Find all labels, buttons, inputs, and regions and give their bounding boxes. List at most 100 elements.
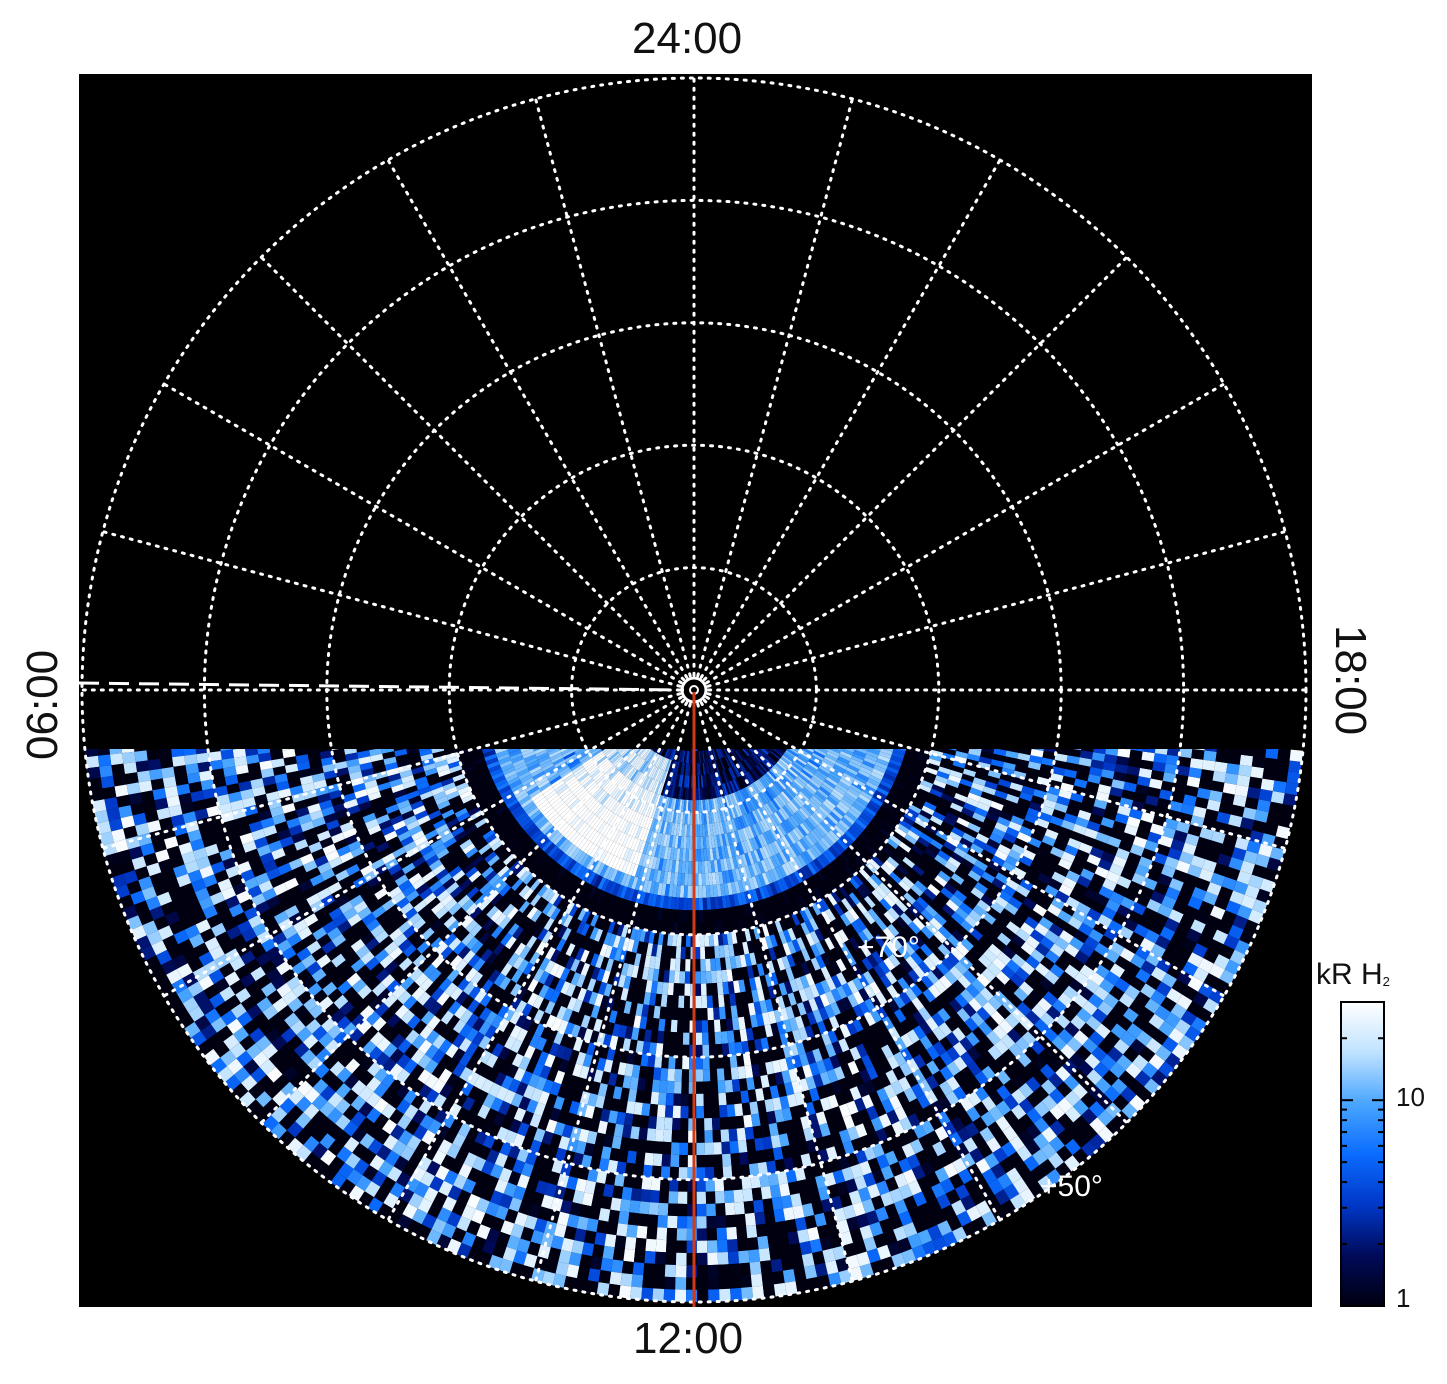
- emission-cell: [515, 848, 527, 861]
- emission-cell: [321, 961, 337, 976]
- emission-cell: [664, 1105, 674, 1118]
- emission-cell: [445, 861, 459, 874]
- emission-cell: [707, 1019, 715, 1033]
- emission-cell: [112, 774, 127, 787]
- emission-cell: [540, 760, 553, 769]
- emission-cell: [678, 909, 683, 923]
- emission-cell: [598, 792, 609, 804]
- emission-cell: [255, 1035, 272, 1052]
- emission-cell: [308, 759, 323, 769]
- emission-cell: [342, 1022, 358, 1038]
- emission-cell: [168, 804, 183, 818]
- emission-cell: [513, 762, 527, 771]
- emission-cell: [705, 1166, 715, 1180]
- emission-cell: [662, 1141, 672, 1155]
- emission-cell: [661, 1154, 671, 1167]
- emission-cell: [368, 1046, 383, 1062]
- emission-cell: [469, 906, 483, 920]
- emission-cell: [424, 829, 439, 841]
- emission-cell: [291, 961, 307, 976]
- emission-cell: [245, 958, 261, 974]
- emission-cell: [299, 775, 314, 786]
- emission-cell: [262, 1004, 279, 1021]
- emission-cell: [347, 840, 362, 852]
- emission-cell: [432, 864, 446, 876]
- emission-cell: [722, 1165, 733, 1179]
- emission-cell: [609, 1271, 622, 1286]
- emission-cell: [486, 889, 500, 902]
- emission-cell: [258, 1020, 275, 1036]
- emission-cell: [259, 760, 273, 771]
- emission-cell: [364, 779, 378, 790]
- emission-cell: [384, 881, 399, 894]
- emission-cell: [170, 746, 185, 758]
- emission-cell: [486, 905, 499, 919]
- emission-cell: [276, 982, 292, 998]
- emission-cell: [425, 875, 439, 888]
- emission-cell: [593, 752, 605, 762]
- emission-cell: [647, 1116, 657, 1129]
- emission-cell: [426, 772, 440, 782]
- emission-cell: [518, 851, 530, 864]
- emission-cell: [473, 910, 487, 924]
- emission-cell: [705, 971, 712, 984]
- emission-cell: [754, 1211, 766, 1225]
- emission-cell: [403, 995, 418, 1010]
- emission-cell: [593, 1306, 606, 1320]
- emission-cell: [291, 1057, 308, 1074]
- emission-cell: [696, 1240, 708, 1253]
- emission-cell: [282, 1066, 299, 1082]
- emission-cell: [431, 955, 445, 969]
- emission-cell: [277, 828, 292, 841]
- emission-cell: [249, 1027, 265, 1044]
- emission-cell: [257, 1074, 274, 1092]
- emission-cell: [696, 1228, 707, 1241]
- emission-cell: [360, 1055, 376, 1071]
- emission-cell: [152, 839, 167, 853]
- emission-cell: [488, 764, 502, 773]
- emission-cell: [631, 1274, 644, 1288]
- emission-cell: [472, 757, 486, 766]
- emission-cell: [777, 1232, 790, 1247]
- emission-cell: [696, 1216, 707, 1229]
- emission-cell: [235, 988, 251, 1004]
- emission-cell: [677, 1007, 684, 1021]
- emission-cell: [689, 836, 693, 850]
- emission-cell: [527, 826, 540, 838]
- emission-cell: [213, 1041, 230, 1058]
- emission-cell: [218, 802, 233, 815]
- emission-cell: [433, 973, 447, 988]
- emission-cell: [713, 1142, 722, 1155]
- emission-cell: [316, 975, 332, 990]
- emission-cell: [343, 1073, 360, 1090]
- emission-cell: [369, 797, 384, 807]
- emission-cell: [753, 1199, 765, 1213]
- emission-cell: [143, 852, 159, 867]
- emission-cell: [708, 1044, 717, 1057]
- emission-cell: [158, 817, 174, 830]
- emission-cell: [266, 1066, 283, 1083]
- emission-cell: [190, 838, 205, 852]
- emission-cell: [248, 914, 264, 929]
- emission-cell: [374, 887, 389, 900]
- emission-cell: [720, 1031, 729, 1044]
- emission-cell: [357, 984, 372, 1000]
- emission-cell: [470, 890, 483, 903]
- emission-cell: [204, 843, 220, 857]
- emission-cell: [392, 789, 407, 799]
- emission-cell: [206, 805, 221, 818]
- emission-cell: [630, 1286, 643, 1300]
- emission-cell: [500, 868, 513, 881]
- emission-cell: [444, 898, 458, 912]
- emission-cell: [326, 947, 341, 961]
- emission-cell: [108, 863, 124, 878]
- emission-cell: [331, 974, 347, 989]
- emission-cell: [178, 842, 193, 856]
- emission-cell: [199, 865, 215, 879]
- emission-cell: [161, 766, 175, 779]
- emission-cell: [370, 830, 384, 842]
- emission-cell: [672, 1117, 681, 1131]
- emission-cell: [523, 754, 537, 762]
- emission-cell: [471, 855, 485, 867]
- emission-cell: [680, 1106, 689, 1119]
